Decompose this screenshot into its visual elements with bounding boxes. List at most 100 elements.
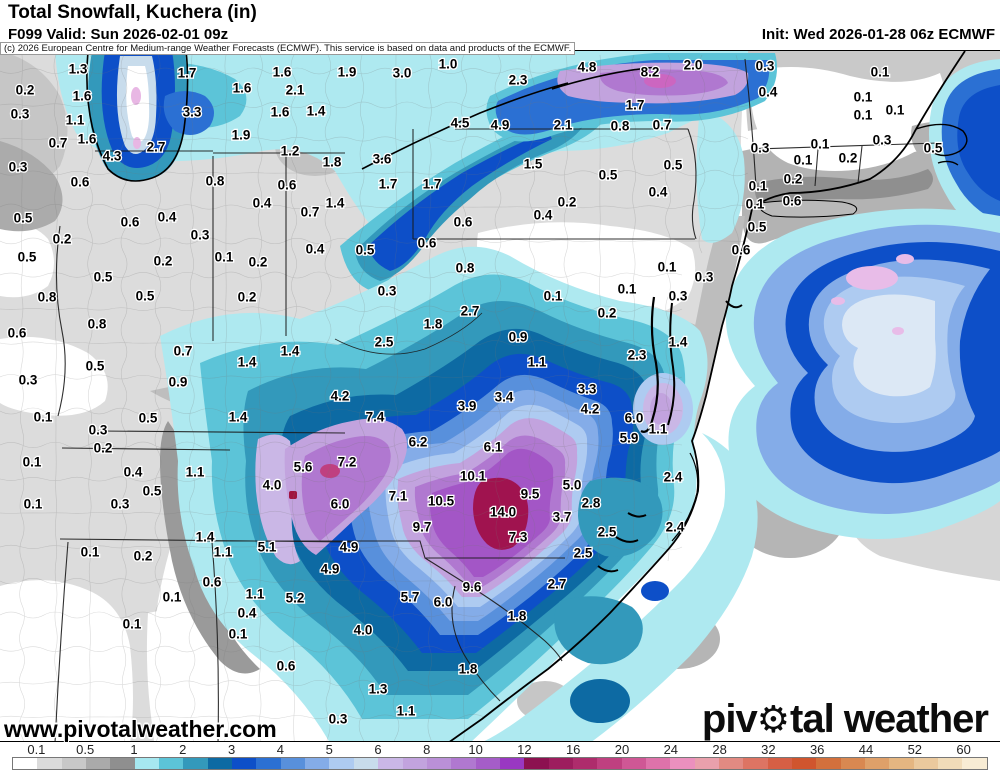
- map-value-label: 2.4: [664, 470, 683, 485]
- map-value-label: 0.1: [749, 179, 768, 194]
- map-value-label: 0.6: [418, 236, 437, 251]
- colorbar-tick-label: 32: [761, 742, 776, 757]
- map-value-label: 0.2: [53, 232, 72, 247]
- map-value-label: 0.1: [811, 137, 830, 152]
- colorbar-segment: [280, 758, 306, 769]
- map-value-label: 0.5: [86, 359, 105, 374]
- map-value-label: 0.1: [229, 627, 248, 642]
- map-value-label: 0.6: [203, 575, 222, 590]
- map-value-label: 1.8: [323, 155, 342, 170]
- map-value-label: 1.4: [281, 344, 300, 359]
- map-value-label: 0.1: [215, 250, 234, 265]
- map-value-label: 0.5: [14, 211, 33, 226]
- map-value-label: 0.8: [38, 290, 57, 305]
- map-value-label: 0.1: [746, 197, 765, 212]
- colorbar-segment: [645, 758, 671, 769]
- map-value-label: 0.4: [306, 242, 325, 257]
- map-value-label: 1.4: [196, 530, 215, 545]
- map-value-label: 2.0: [684, 58, 703, 73]
- colorbar-segment: [183, 758, 208, 769]
- map-value-label: 1.9: [338, 65, 357, 80]
- map-value-label: 0.5: [356, 243, 375, 258]
- map-value-label: 4.0: [263, 478, 282, 493]
- map-value-label: 0.2: [598, 306, 617, 321]
- colorbar-tick-label: 36: [809, 742, 825, 757]
- gear-icon: ⚙: [756, 697, 791, 741]
- colorbar-segment: [938, 758, 963, 769]
- map-value-label: 1.6: [233, 81, 252, 96]
- map-value-label: 1.1: [649, 422, 668, 437]
- map-value-label: 1.1: [66, 113, 85, 128]
- map-value-label: 0.6: [732, 243, 751, 258]
- map-value-label: 1.1: [528, 355, 547, 370]
- map-value-label: 3.3: [183, 105, 202, 120]
- map-value-label: 1.1: [186, 465, 205, 480]
- colorbar-segment: [913, 758, 939, 769]
- map-value-label: 0.6: [121, 215, 140, 230]
- map-value-label: 4.9: [340, 540, 359, 555]
- map-value-label: 2.5: [598, 525, 617, 540]
- map-value-label: 0.5: [94, 270, 113, 285]
- colorbar-tick-label: 8: [423, 742, 431, 757]
- map-value-label: 4.0: [354, 623, 373, 638]
- map-value-label: 0.5: [136, 289, 155, 304]
- map-value-label: 0.1: [163, 590, 182, 605]
- colorbar-tick-label: 4: [276, 742, 284, 757]
- map-value-label: 0.5: [143, 484, 162, 499]
- map-value-label: 2.7: [147, 140, 166, 155]
- map-value-label: 1.4: [326, 196, 345, 211]
- colorbar-segment: [329, 758, 354, 769]
- map-value-label: 0.3: [11, 107, 30, 122]
- map-value-label: 0.5: [139, 411, 158, 426]
- colorbar-segment: [13, 758, 38, 769]
- map-value-label: 6.0: [434, 595, 453, 610]
- map-value-label: 4.9: [321, 562, 340, 577]
- map-value-label: 0.8: [456, 261, 475, 276]
- map-value-label: 0.4: [124, 465, 143, 480]
- colorbar-segment: [865, 758, 890, 769]
- map-value-label: 0.2: [249, 255, 268, 270]
- map-value-label: 1.6: [73, 89, 92, 104]
- map-value-label: 0.2: [154, 254, 173, 269]
- colorbar-segment: [159, 758, 184, 769]
- map-value-label: 0.5: [18, 250, 37, 265]
- colorbar-segment: [499, 758, 525, 769]
- map-value-label: 9.6: [463, 580, 482, 595]
- map-value-label: 4.2: [331, 389, 350, 404]
- map-value-label: 0.1: [544, 289, 563, 304]
- map-value-label: 0.3: [751, 141, 770, 156]
- map-value-label: 0.2: [16, 83, 35, 98]
- colorbar-tick-label: 28: [712, 742, 727, 757]
- map-value-label: 0.7: [174, 344, 193, 359]
- map-value-label: 2.7: [461, 304, 480, 319]
- map-value-label: 2.3: [509, 73, 528, 88]
- map-value-label: 0.7: [49, 136, 68, 151]
- map-value-label: 0.3: [111, 497, 130, 512]
- colorbar-tick-label: 0.1: [27, 742, 46, 757]
- map-value-label: 0.8: [611, 119, 630, 134]
- map-value-label: 14.0: [490, 505, 516, 520]
- map-value-label: 5.7: [401, 590, 420, 605]
- map-value-label: 9.7: [413, 520, 432, 535]
- map-value-label: 0.3: [669, 289, 688, 304]
- colorbar-segment: [232, 758, 257, 769]
- contour-fills: [0, 51, 1000, 741]
- colorbar-tick-label: 20: [614, 742, 630, 757]
- colorbar-segment: [524, 758, 549, 769]
- map-value-label: 1.7: [178, 66, 197, 81]
- map-value-label: 2.5: [574, 546, 593, 561]
- map-value-label: 1.4: [307, 104, 326, 119]
- watermark-url: www.pivotalweather.com: [4, 716, 277, 742]
- map-value-label: 0.3: [329, 712, 348, 727]
- map-value-label: 0.1: [23, 455, 42, 470]
- header: Total Snowfall, Kuchera (in) F099 Valid:…: [0, 0, 1000, 50]
- map-value-label: 0.7: [301, 205, 320, 220]
- map-value-label: 1.0: [439, 57, 458, 72]
- map-value-label: 0.1: [871, 65, 890, 80]
- map-value-label: 0.3: [191, 228, 210, 243]
- map-value-label: 0.3: [873, 133, 892, 148]
- map-value-label: 2.1: [286, 83, 305, 98]
- map-value-label: 6.0: [625, 411, 644, 426]
- colorbar-tick-label: 60: [956, 742, 971, 757]
